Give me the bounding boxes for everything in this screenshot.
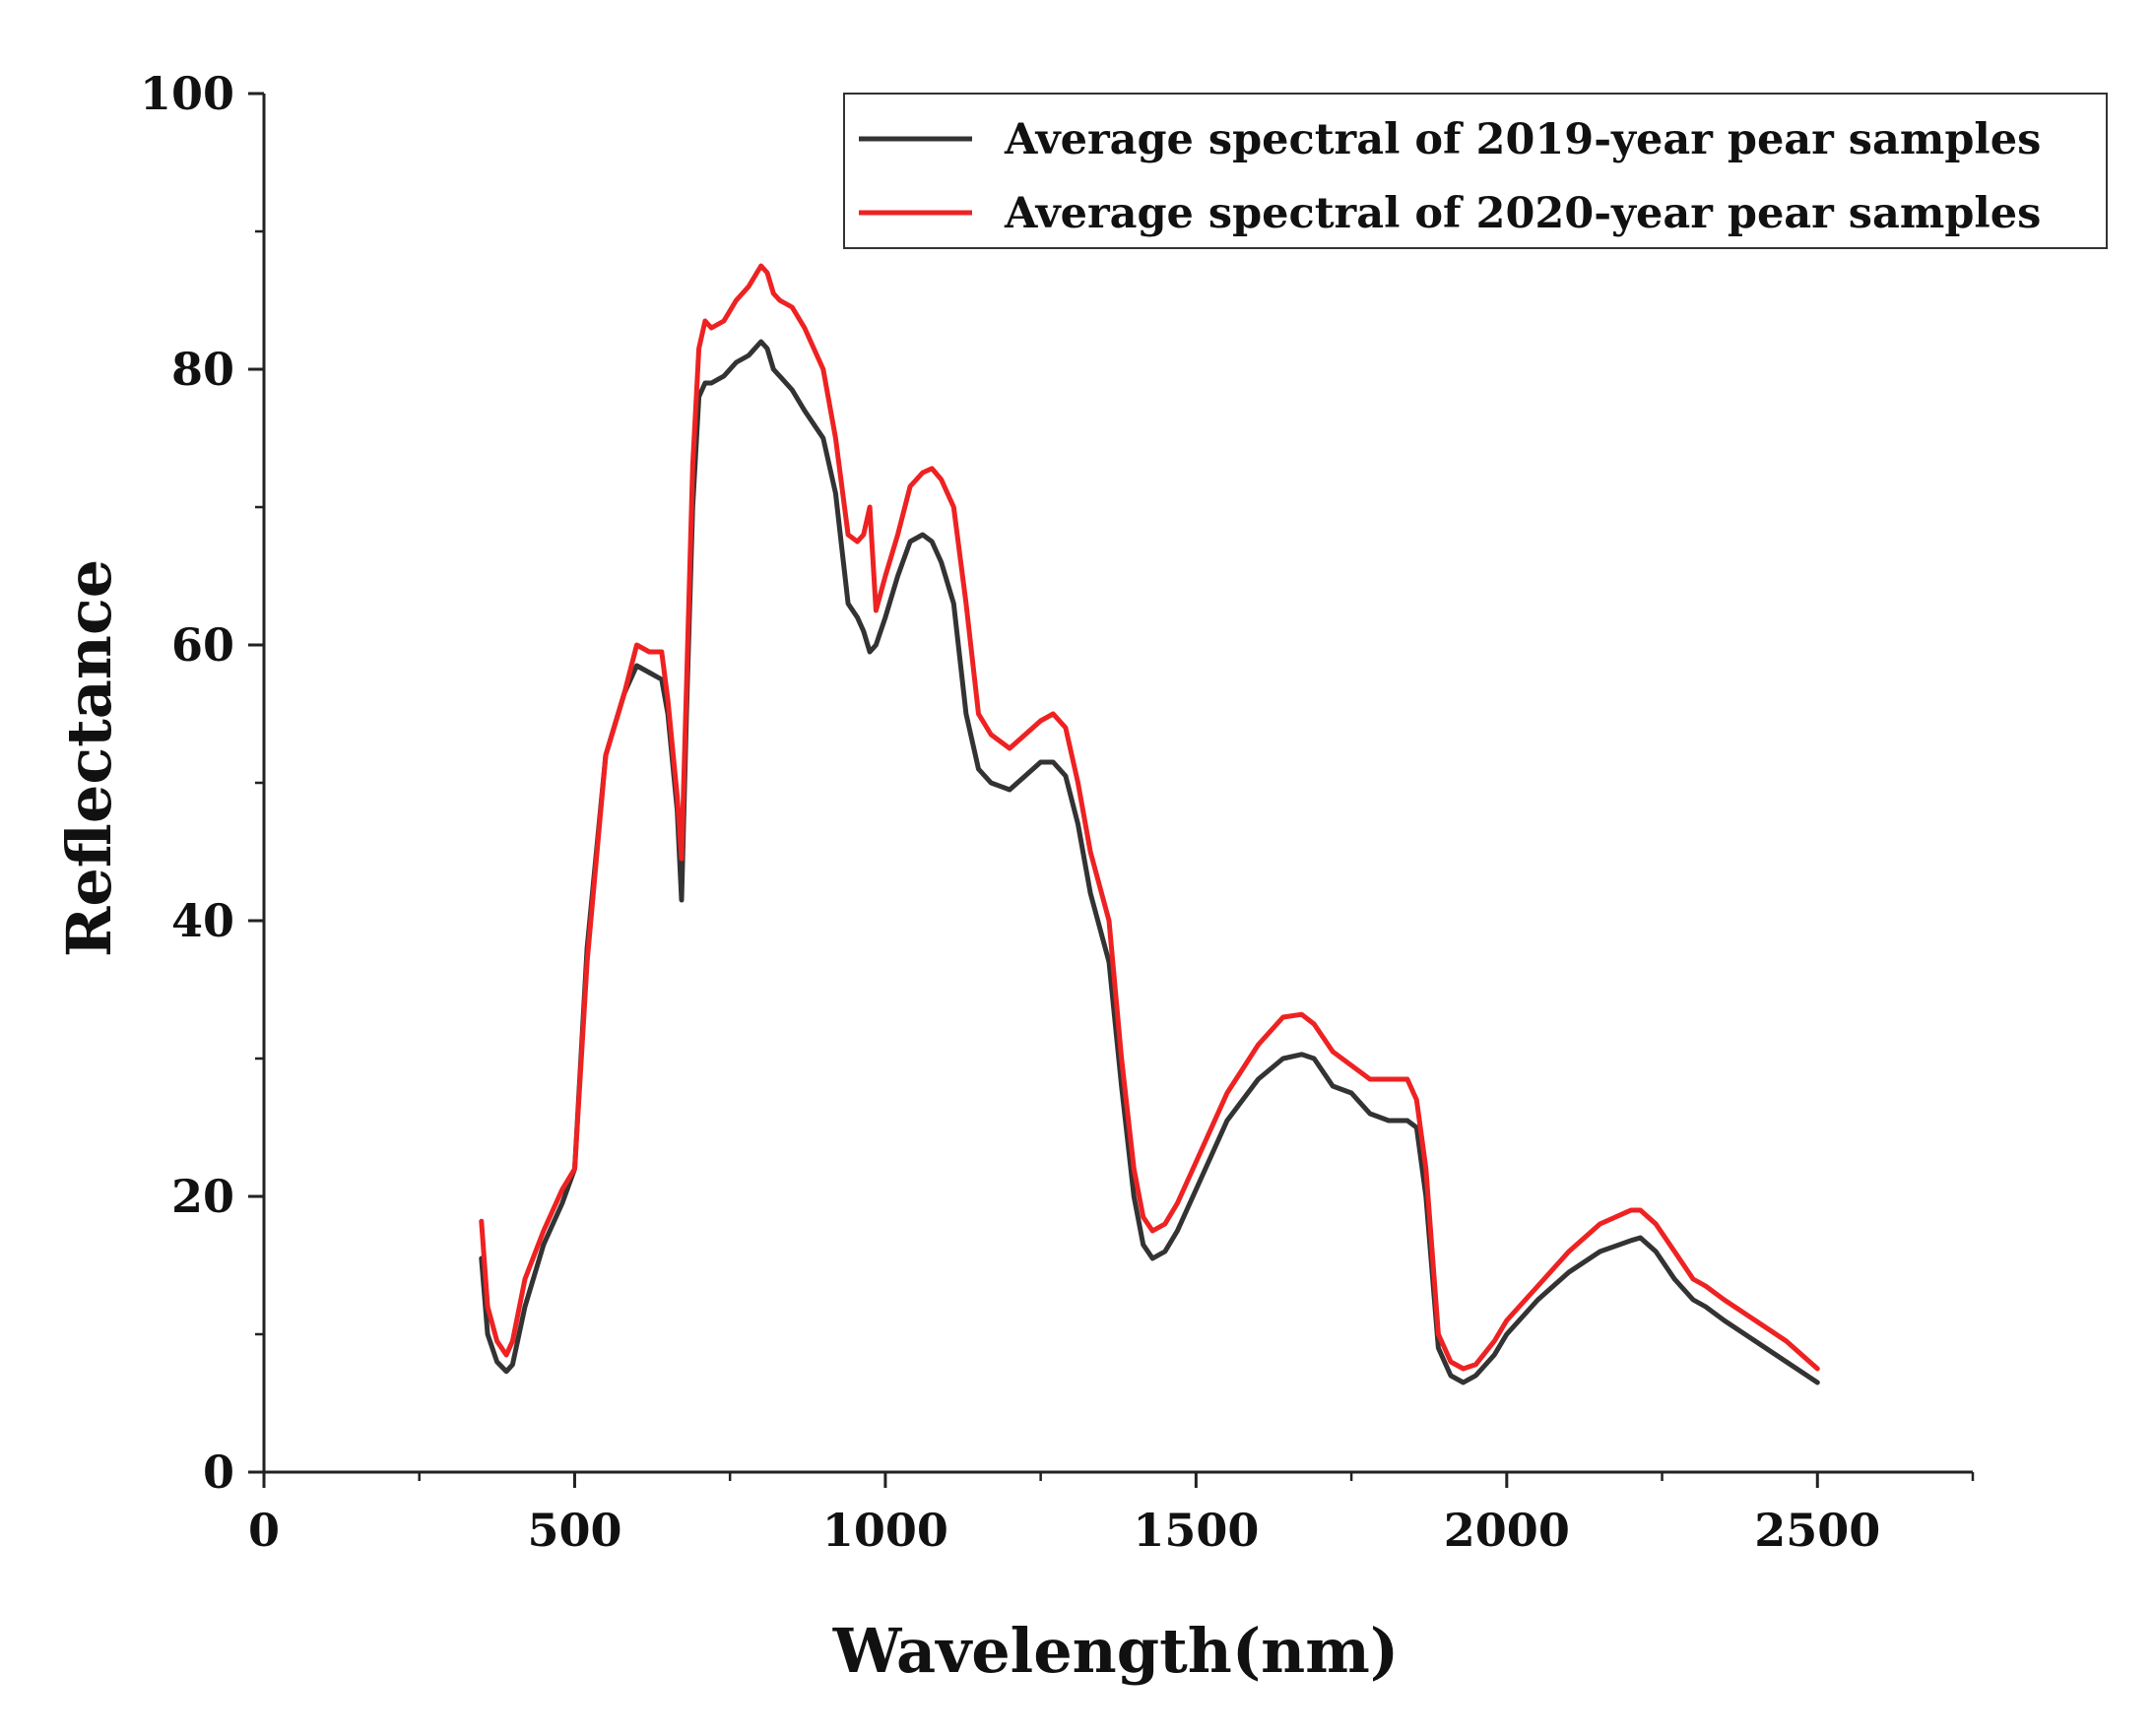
plot-area [479, 263, 1820, 1385]
x-axis-title: Wavelength(nm) [832, 1615, 1399, 1687]
y-tick-label: 100 [140, 67, 234, 120]
legend-box [843, 93, 2108, 249]
y-tick-label: 0 [203, 1446, 234, 1499]
x-tick-label: 500 [527, 1504, 621, 1557]
x-tick-label: 2000 [1444, 1504, 1570, 1557]
x-tick-label: 1000 [822, 1504, 948, 1557]
axes: 0 500 1000 1500 2000 2500 0 20 40 60 80 100 [140, 67, 1975, 1557]
x-tick-label: 1500 [1133, 1504, 1259, 1557]
x-tick-label: 0 [248, 1504, 280, 1557]
x-tick-label: 2500 [1754, 1504, 1880, 1557]
legend-label-2019: Average spectral of 2019-year pear sampl… [1004, 115, 2041, 164]
series-line-2020 [479, 263, 1820, 1372]
y-tick-label: 20 [171, 1170, 234, 1223]
y-tick-label: 60 [171, 618, 234, 672]
y-tick-label: 40 [171, 894, 234, 947]
legend: Average spectral of 2019-year pear sampl… [843, 93, 2108, 249]
legend-label-2020: Average spectral of 2020-year pear sampl… [1004, 189, 2041, 238]
y-tick-label: 80 [171, 343, 234, 396]
y-axis-title: Reflectance [53, 559, 125, 957]
